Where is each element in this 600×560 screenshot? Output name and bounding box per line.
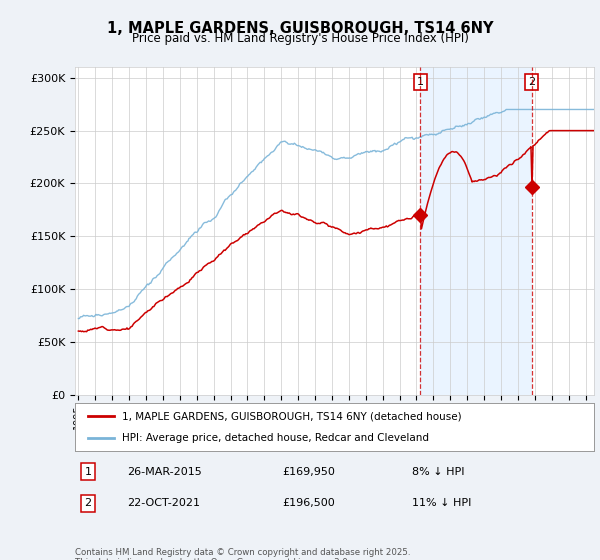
Text: 2: 2: [85, 498, 92, 508]
Text: 26-MAR-2015: 26-MAR-2015: [127, 466, 202, 477]
Text: £196,500: £196,500: [283, 498, 335, 508]
Text: 22-OCT-2021: 22-OCT-2021: [127, 498, 200, 508]
Text: 1: 1: [85, 466, 91, 477]
Text: 1, MAPLE GARDENS, GUISBOROUGH, TS14 6NY: 1, MAPLE GARDENS, GUISBOROUGH, TS14 6NY: [107, 21, 493, 36]
Text: Price paid vs. HM Land Registry's House Price Index (HPI): Price paid vs. HM Land Registry's House …: [131, 32, 469, 45]
Text: 1, MAPLE GARDENS, GUISBOROUGH, TS14 6NY (detached house): 1, MAPLE GARDENS, GUISBOROUGH, TS14 6NY …: [122, 411, 461, 421]
Text: Contains HM Land Registry data © Crown copyright and database right 2025.
This d: Contains HM Land Registry data © Crown c…: [75, 548, 410, 560]
Bar: [421, 67, 532, 395]
Text: HPI: Average price, detached house, Redcar and Cleveland: HPI: Average price, detached house, Redc…: [122, 433, 429, 443]
Text: 8% ↓ HPI: 8% ↓ HPI: [412, 466, 465, 477]
Text: 2: 2: [528, 77, 535, 87]
Text: £169,950: £169,950: [283, 466, 335, 477]
Text: 1: 1: [417, 77, 424, 87]
Text: 11% ↓ HPI: 11% ↓ HPI: [412, 498, 472, 508]
